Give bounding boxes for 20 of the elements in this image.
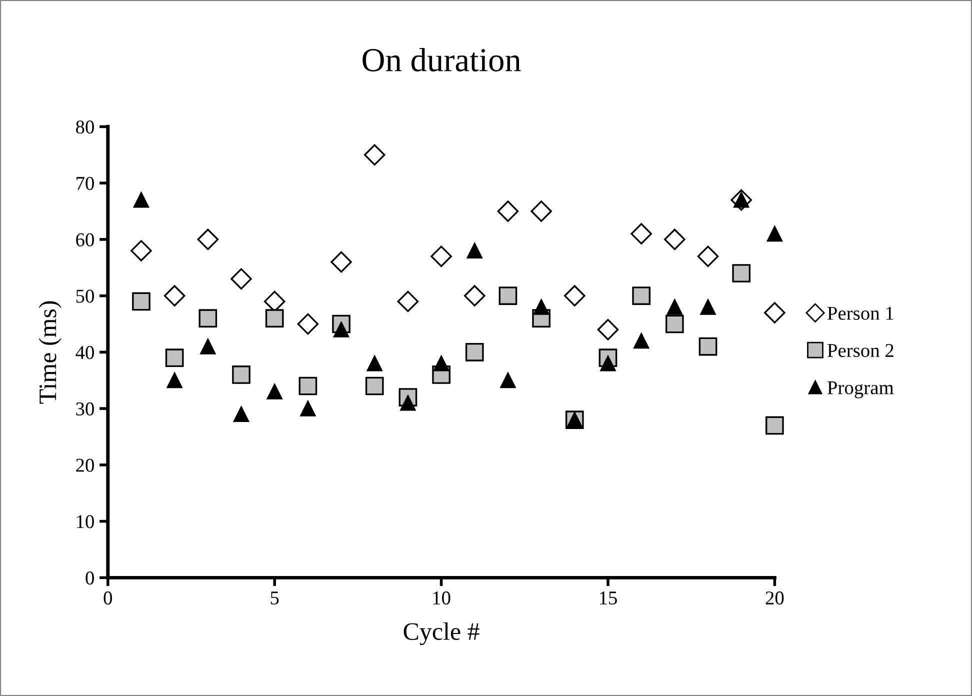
x-axis-title: Cycle # (404, 622, 480, 646)
x-tick-label: 5 (270, 592, 279, 605)
chart-title: On duration (362, 48, 521, 72)
x-tick-label: 0 (104, 591, 112, 605)
legend-label: Person 1 (827, 306, 894, 320)
y-tick-label: 10 (76, 515, 94, 528)
y-tick-label: 20 (76, 458, 94, 472)
y-tick-label: 0 (86, 571, 94, 585)
x-tick-label: 15 (600, 592, 617, 605)
y-tick-label: 30 (76, 402, 94, 416)
legend-label: Person 2 (827, 344, 894, 358)
y-tick-label: 80 (76, 120, 94, 134)
y-tick-label: 40 (76, 346, 94, 360)
legend-label: Program (827, 381, 894, 398)
y-tick-label: 50 (76, 290, 94, 303)
y-tick-label: 60 (76, 233, 94, 246)
x-tick-label: 10 (433, 591, 450, 605)
y-tick-label: 70 (76, 176, 94, 190)
y-axis-title: Time (ms) (38, 301, 62, 404)
x-tick-label: 20 (766, 591, 784, 605)
